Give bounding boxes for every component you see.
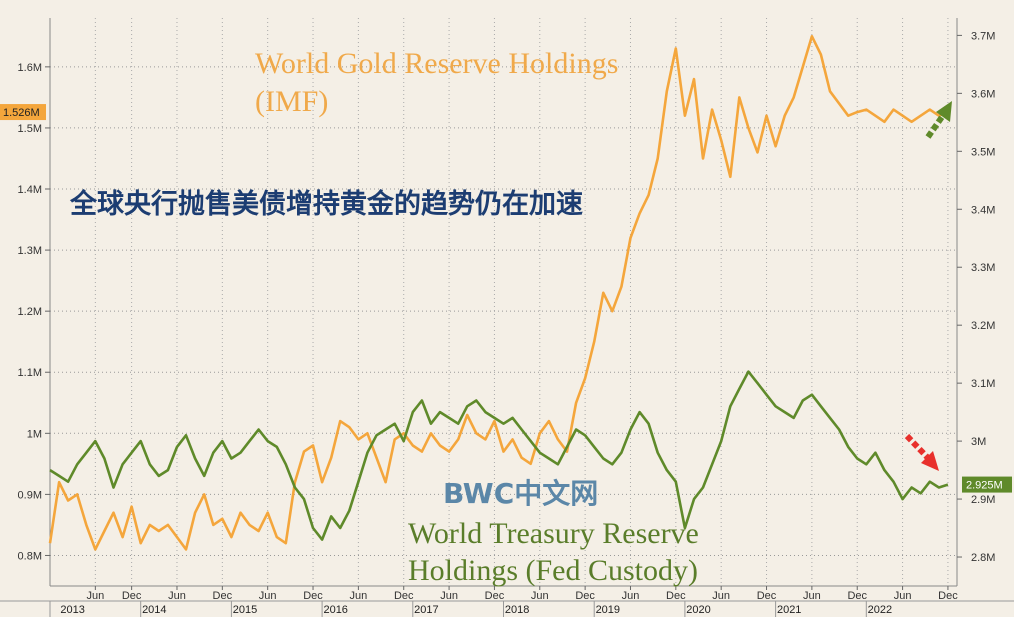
left-tick-label: 0.9M: [18, 489, 42, 501]
year-label: 2019: [596, 604, 620, 616]
x-tick-label: Dec: [666, 590, 686, 602]
gold-series-line: [48, 35, 949, 551]
left-tick-label: 1.1M: [18, 367, 42, 379]
year-label: 2015: [233, 604, 257, 616]
year-label: 2018: [505, 604, 529, 616]
treasury-title-line1: World Treasury Reserve: [408, 517, 699, 550]
gold-title-line1: World Gold Reserve Holdings: [255, 47, 618, 80]
x-tick-label: Dec: [303, 590, 323, 602]
year-label: 2017: [414, 604, 438, 616]
year-label: 2013: [60, 604, 84, 616]
year-label: 2022: [868, 604, 892, 616]
x-tick-label: Jun: [894, 590, 912, 602]
right-value-badge: [962, 476, 1012, 493]
right-tick-label: 3.2M: [971, 320, 995, 332]
right-tick-label: 3.3M: [971, 262, 995, 274]
x-tick-label: Dec: [757, 590, 777, 602]
x-tick-label: Jun: [259, 590, 277, 602]
year-label: 2014: [142, 604, 166, 616]
x-tick-label: Jun: [350, 590, 368, 602]
left-tick-label: 1.2M: [18, 306, 42, 318]
left-tick-label: 1M: [27, 428, 42, 440]
year-label: 2020: [686, 604, 710, 616]
x-tick-label: Jun: [168, 590, 186, 602]
right-tick-label: 3.6M: [971, 88, 995, 100]
x-tick-label: Dec: [122, 590, 142, 602]
left-value-badge: [0, 104, 46, 121]
left-value-badge-label: 1.526M: [3, 107, 40, 119]
right-tick-label: 3.7M: [971, 30, 995, 42]
x-tick-label: Dec: [938, 590, 958, 602]
year-label: 2021: [777, 604, 801, 616]
right-tick-label: 3.1M: [971, 378, 995, 390]
right-tick-label: 3M: [971, 436, 986, 448]
chinese-headline: 全球央行抛售美债增持黄金的趋势仍在加速: [69, 188, 583, 220]
grid: [50, 18, 957, 586]
left-tick-label: 1.5M: [18, 123, 42, 135]
up-arrow-icon: [925, 101, 952, 139]
x-tick-label: Jun: [531, 590, 549, 602]
x-tick-label: Jun: [712, 590, 730, 602]
badges: 1.526M 2.925M: [0, 104, 1012, 493]
left-tick-label: 1.6M: [18, 62, 42, 74]
x-tick-label: Dec: [485, 590, 505, 602]
right-tick-label: 2.9M: [971, 494, 995, 506]
left-tick-label: 1.4M: [18, 184, 42, 196]
x-tick-label: Jun: [86, 590, 104, 602]
right-value-badge-label: 2.925M: [966, 480, 1003, 492]
treasury-series-line: [49, 370, 949, 541]
x-tick-label: Jun: [622, 590, 640, 602]
treasury-title-line2: Holdings (Fed Custody): [408, 554, 698, 587]
x-tick-label: Dec: [847, 590, 867, 602]
x-tick-label: Dec: [394, 590, 414, 602]
x-tick-label: Jun: [440, 590, 458, 602]
x-tick-label: Dec: [575, 590, 595, 602]
down-arrow-icon: [904, 433, 939, 471]
right-tick-label: 2.8M: [971, 552, 995, 564]
left-tick-label: 1.3M: [18, 245, 42, 257]
gold-title-line2: (IMF): [255, 85, 328, 118]
right-tick-label: 3.4M: [971, 204, 995, 216]
watermark: BWC中文网: [443, 477, 598, 510]
right-tick-label: 3.5M: [971, 146, 995, 158]
left-tick-label: 0.8M: [18, 550, 42, 562]
x-tick-label: Jun: [803, 590, 821, 602]
series-layer: [48, 35, 949, 551]
x-tick-label: Dec: [213, 590, 233, 602]
annotations: World Gold Reserve Holdings (IMF) 全球央行抛售…: [69, 47, 699, 587]
year-label: 2016: [323, 604, 347, 616]
axes: 0.8M 0.9M 1M 1.1M 1.2M 1.3M 1.4M 1.5M 1.6M 2.8M 2.…: [0, 18, 1014, 617]
